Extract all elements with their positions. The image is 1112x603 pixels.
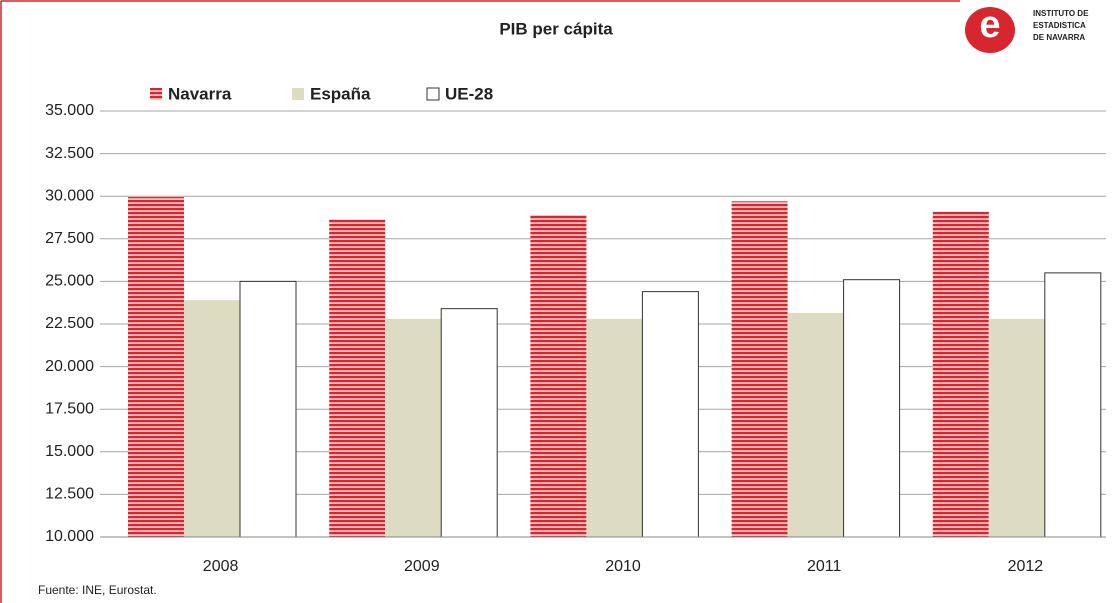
x-tick-label: 2009 — [404, 558, 440, 575]
y-tick-label: 12.500 — [45, 486, 94, 503]
bar — [440, 308, 498, 538]
legend-label: España — [310, 84, 371, 103]
y-tick-label: 27.500 — [45, 230, 94, 247]
x-tick-label: 2012 — [1008, 558, 1044, 575]
legend-swatch — [426, 87, 440, 101]
x-tick-label: 2010 — [605, 558, 641, 575]
y-tick-label: 22.500 — [45, 315, 94, 332]
legend-swatch — [150, 88, 162, 100]
x-tick-label: 2008 — [203, 558, 239, 575]
bar — [239, 280, 297, 538]
y-tick-label: 25.000 — [45, 273, 94, 290]
legend-label: UE-28 — [445, 84, 493, 103]
y-tick-label: 30.000 — [45, 187, 94, 204]
bar — [932, 211, 989, 537]
logo-text: ESTADISTICA — [1033, 21, 1086, 30]
bar — [329, 219, 386, 538]
chart-title: PIB per cápita — [499, 19, 613, 38]
logo-mark — [965, 7, 1015, 53]
bar — [586, 318, 643, 537]
y-tick-label: 20.000 — [45, 358, 94, 375]
bar — [530, 214, 587, 537]
bar — [843, 279, 901, 538]
x-tick-label: 2011 — [807, 558, 842, 575]
bar — [128, 197, 184, 537]
bar — [184, 300, 240, 537]
y-tick-label: 15.000 — [45, 443, 94, 460]
y-tick-label: 10.000 — [45, 528, 94, 545]
logo-text: INSTITUTO DE — [1033, 9, 1089, 18]
bar — [385, 318, 442, 537]
bar — [1044, 272, 1102, 538]
bar — [988, 318, 1045, 537]
source: Fuente: INE, Eurostat. — [38, 583, 157, 597]
logo-text: DE NAVARRA — [1033, 33, 1085, 42]
y-tick-label: 17.500 — [45, 400, 94, 417]
legend-label: Navarra — [168, 84, 232, 103]
logo: e INSTITUTO DE ESTADISTICA DE NAVARRA — [965, 4, 1089, 53]
bar — [731, 201, 788, 537]
logo-letter: e — [979, 4, 1000, 46]
bar — [787, 312, 844, 537]
bar — [641, 291, 699, 538]
legend-swatch — [292, 88, 304, 100]
y-tick-label: 35.000 — [45, 102, 94, 119]
y-tick-label: 32.500 — [45, 145, 94, 162]
